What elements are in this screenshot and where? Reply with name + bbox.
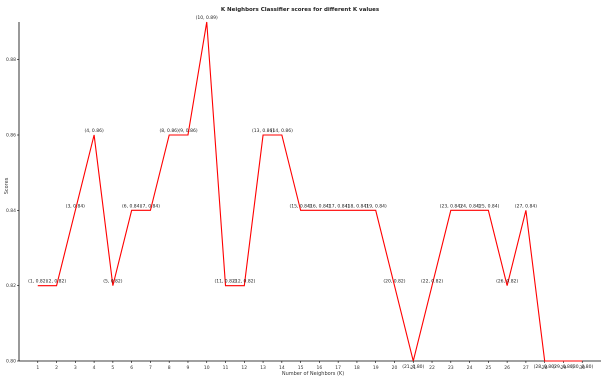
y-tick-label: 0.80 bbox=[6, 359, 16, 365]
x-tick-label: 27 bbox=[523, 365, 529, 371]
data-label: (11, 0.82) bbox=[214, 279, 236, 285]
data-label: (13, 0.86) bbox=[252, 128, 274, 134]
data-label: (21, 0.80) bbox=[402, 364, 424, 370]
x-tick-label: 1 bbox=[36, 365, 39, 371]
x-tick-label: 8 bbox=[168, 365, 171, 371]
data-label: (29, 0.80) bbox=[552, 364, 574, 370]
x-tick-label: 6 bbox=[130, 365, 133, 371]
data-label: (14, 0.86) bbox=[271, 128, 293, 134]
x-tick-label: 11 bbox=[223, 365, 229, 371]
data-label: (22, 0.82) bbox=[421, 279, 443, 285]
data-label: (20, 0.82) bbox=[383, 279, 405, 285]
x-ticks: 1 2 3 4 5 6 7 8 9 10 11 12 13 14 15 16 17 18 19 20 21 22 23 24 2… bbox=[36, 361, 585, 371]
data-label: (28, 0.80) bbox=[534, 364, 556, 370]
data-labels: (1, 0.82) (2, 0.82) (3, 0.84) (4, 0.86) (5, … bbox=[28, 15, 593, 370]
x-axis-label: Number of Neighbors (K) bbox=[282, 371, 344, 377]
data-label: (26, 0.82) bbox=[496, 279, 518, 285]
y-axis-label: Scores bbox=[4, 177, 10, 194]
x-tick-label: 3 bbox=[74, 365, 77, 371]
series-line bbox=[37, 21, 583, 362]
x-tick-label: 29 bbox=[561, 365, 567, 371]
x-tick-label: 4 bbox=[93, 365, 96, 371]
x-tick-label: 26 bbox=[504, 365, 510, 371]
data-label: (10, 0.89) bbox=[196, 15, 218, 21]
y-tick-label: 0.86 bbox=[6, 133, 16, 139]
data-label: (19, 0.84) bbox=[365, 203, 387, 209]
x-tick-label: 14 bbox=[279, 365, 285, 371]
x-tick-label: 30 bbox=[579, 365, 585, 371]
x-tick-label: 10 bbox=[204, 365, 210, 371]
x-tick-label: 25 bbox=[485, 365, 491, 371]
y-tick-label: 0.84 bbox=[6, 208, 16, 214]
data-label: (17, 0.84) bbox=[327, 203, 349, 209]
data-label: (15, 0.84) bbox=[290, 203, 312, 209]
y-ticks: 0.80 0.82 0.84 0.86 0.88 bbox=[6, 57, 19, 365]
data-label: (6, 0.84) bbox=[122, 203, 141, 209]
y-tick-label: 0.82 bbox=[6, 283, 16, 289]
x-tick-label: 22 bbox=[429, 365, 435, 371]
x-tick-label: 23 bbox=[448, 365, 454, 371]
x-tick-label: 12 bbox=[241, 365, 247, 371]
data-label: (9, 0.86) bbox=[178, 128, 197, 134]
data-label: (3, 0.84) bbox=[66, 203, 85, 209]
data-label: (16, 0.84) bbox=[308, 203, 330, 209]
x-tick-label: 24 bbox=[467, 365, 473, 371]
x-tick-label: 21 bbox=[410, 365, 416, 371]
x-tick-label: 5 bbox=[111, 365, 114, 371]
data-label: (1, 0.82) bbox=[28, 279, 47, 285]
x-tick-label: 2 bbox=[55, 365, 58, 371]
x-tick-label: 20 bbox=[392, 365, 398, 371]
data-label: (2, 0.82) bbox=[47, 279, 66, 285]
data-label: (4, 0.86) bbox=[84, 128, 103, 134]
x-tick-label: 13 bbox=[260, 365, 266, 371]
data-label: (7, 0.84) bbox=[141, 203, 160, 209]
data-label: (12, 0.82) bbox=[233, 279, 255, 285]
x-tick-label: 15 bbox=[298, 365, 304, 371]
x-tick-label: 9 bbox=[187, 365, 190, 371]
chart-title: K Neighbors Classifier scores for differ… bbox=[221, 7, 380, 13]
data-label: (8, 0.86) bbox=[160, 128, 179, 134]
data-label: (25, 0.84) bbox=[477, 203, 499, 209]
data-label: (23, 0.84) bbox=[440, 203, 462, 209]
data-label: (18, 0.84) bbox=[346, 203, 368, 209]
data-label: (27, 0.84) bbox=[515, 203, 537, 209]
x-tick-label: 28 bbox=[542, 365, 548, 371]
data-label: (30, 0.80) bbox=[571, 364, 593, 370]
x-tick-label: 18 bbox=[354, 365, 360, 371]
data-label: (5, 0.82) bbox=[103, 279, 122, 285]
x-tick-label: 17 bbox=[335, 365, 341, 371]
y-tick-label: 0.88 bbox=[6, 57, 16, 63]
data-label: (24, 0.84) bbox=[459, 203, 481, 209]
x-tick-label: 19 bbox=[373, 365, 379, 371]
x-tick-label: 7 bbox=[149, 365, 152, 371]
x-tick-label: 16 bbox=[317, 365, 323, 371]
